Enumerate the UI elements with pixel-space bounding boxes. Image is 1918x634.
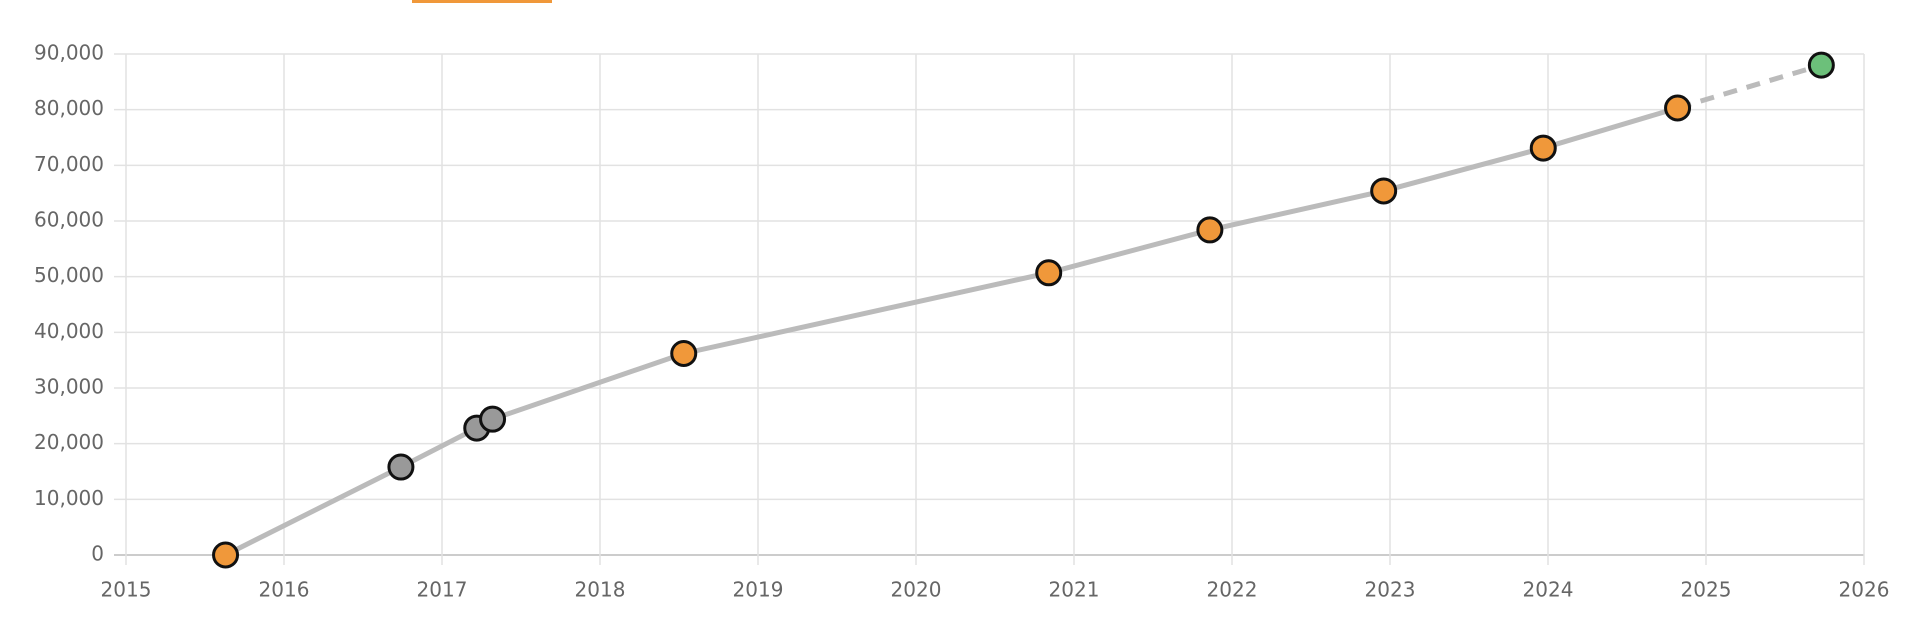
x-tick-label: 2025 (1681, 578, 1732, 602)
y-tick-label: 60,000 (34, 208, 104, 232)
line (224, 105, 1679, 558)
data-point (212, 541, 240, 569)
data-point (479, 405, 507, 433)
x-tick-label: 2017 (417, 578, 468, 602)
y-tick-label: 80,000 (34, 96, 104, 120)
data-point (1370, 177, 1398, 205)
data-point (1664, 94, 1692, 122)
data-point (670, 339, 698, 367)
x-tick-label: 2026 (1839, 578, 1890, 602)
data-point (1529, 134, 1557, 162)
x-tick-label: 2015 (101, 578, 152, 602)
x-tick-label: 2023 (1365, 578, 1416, 602)
y-tick-label: 90,000 (34, 41, 104, 65)
data-point (387, 453, 415, 481)
y-tick-label: 40,000 (34, 319, 104, 343)
y-tick-label: 0 (91, 542, 104, 566)
x-tick-label: 2018 (575, 578, 626, 602)
data-point (1196, 216, 1224, 244)
y-tick-label: 70,000 (34, 152, 104, 176)
tab-indicator (412, 0, 552, 3)
y-tick-label: 10,000 (34, 486, 104, 510)
y-tick-label: 20,000 (34, 430, 104, 454)
projected-line (1676, 62, 1823, 111)
x-tick-label: 2022 (1207, 578, 1258, 602)
x-tick-label: 2016 (259, 578, 310, 602)
data-point (1807, 51, 1835, 79)
x-tick-label: 2021 (1049, 578, 1100, 602)
x-tick-label: 2020 (891, 578, 942, 602)
x-tick-label: 2019 (733, 578, 784, 602)
data-point (1035, 259, 1063, 287)
y-tick-label: 50,000 (34, 263, 104, 287)
y-tick-label: 30,000 (34, 375, 104, 399)
x-tick-label: 2024 (1523, 578, 1574, 602)
